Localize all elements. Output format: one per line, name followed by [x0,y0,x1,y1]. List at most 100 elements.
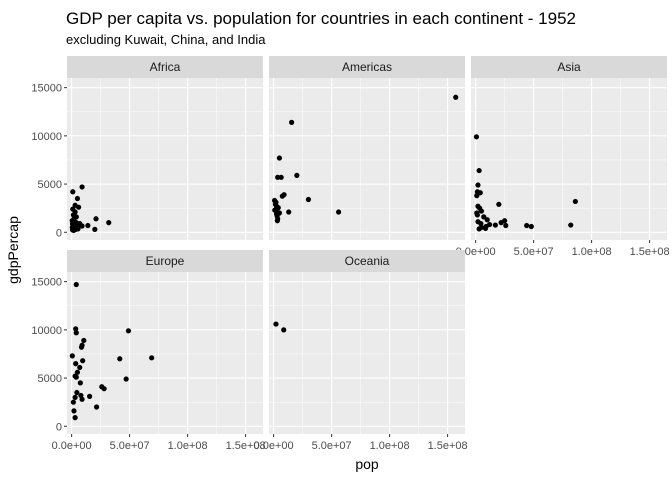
facet-strip-label: Americas [342,60,392,74]
data-point [74,195,81,202]
data-point [73,326,79,332]
chart-subtitle: excluding Kuwait, China, and India [66,32,266,47]
data-point [72,415,78,421]
data-point [73,330,79,336]
panel-background [67,78,263,240]
data-point [101,386,107,392]
data-point [484,217,490,223]
facet-americas: Americas [269,56,465,240]
data-point [78,344,85,350]
facet-asia: Asia 0.0e+00 5.0e+07 1.0e+08 1.5e+08 [456,56,670,258]
data-point [492,222,498,228]
data-point [75,204,82,210]
data-point [453,94,459,100]
x-tick-label: 5.0e+07 [110,440,150,452]
x-tick-label: 1.5e+08 [630,246,670,258]
facet-strip-label: Asia [557,60,581,74]
data-point [106,220,112,226]
data-point [305,196,312,203]
facet-africa: Africa 0 5000 10000 15000 [31,56,263,240]
data-point [93,216,99,222]
data-point [92,226,98,232]
facet-strip-label: Europe [146,254,185,268]
data-point [70,399,76,405]
x-tick-label: 0.0e+00 [52,440,92,452]
y-tick-label: 15000 [31,83,62,95]
x-tick-label: 1.0e+08 [370,440,410,452]
y-tick-label: 0 [56,421,62,433]
data-point [80,358,86,364]
data-point [281,327,287,333]
data-point [476,167,482,174]
data-point [568,222,574,228]
x-tick-label: 1.0e+08 [168,440,208,452]
facet-strip [471,56,667,78]
data-point [273,321,279,327]
facet-strip [269,56,465,78]
data-point [87,393,93,399]
data-point [117,356,123,362]
data-point [478,208,485,214]
x-axis-label: pop [355,456,379,472]
data-point [69,353,75,359]
y-tick-label: 15000 [31,277,62,289]
x-tick-label: 5.0e+07 [514,246,554,258]
data-point [85,222,91,229]
data-point [93,404,100,410]
data-point [496,201,502,207]
chart-title: GDP per capita vs. population for countr… [66,9,576,28]
panel-background [67,272,263,434]
facet-europe: Europe 0 5000 10000 15000 0.0e+00 5.0e+07 1.0e+… [31,250,266,452]
x-tick-label: 1.5e+08 [428,440,468,452]
facet-strip [269,250,465,272]
data-point [481,214,487,220]
data-point [482,225,489,232]
data-point [271,197,278,204]
data-point [125,328,132,334]
facet-oceania: Oceania 0.0e+00 5.0e+07 1.0e+08 1.5e+08 [254,250,468,452]
facet-strip-label: Africa [150,60,181,74]
data-point [79,396,85,402]
data-point [79,184,85,190]
data-point [74,369,81,375]
data-point [477,190,483,196]
data-point [72,394,78,400]
x-tick-label: 1.0e+08 [572,246,612,258]
data-point [476,226,482,232]
panel-background [269,272,465,434]
data-point [478,221,484,227]
x-tick-label: 1.5e+08 [226,440,266,452]
data-point [289,119,295,125]
panel-background [471,78,667,240]
data-point [502,218,508,224]
data-point [286,209,292,215]
data-point [73,224,80,230]
data-point [149,355,155,361]
facet-strip [67,56,263,78]
data-point [473,134,480,140]
data-point [572,198,578,205]
panel-background [269,78,465,240]
data-point [503,222,509,229]
data-point [73,361,79,367]
y-tick-label: 10000 [31,325,62,337]
facet-strip-label: Oceania [345,254,390,268]
data-point [474,193,480,199]
data-point [528,223,534,230]
facet-strip [67,250,263,272]
data-point [276,155,283,161]
y-tick-label: 5000 [38,373,62,385]
data-point [474,212,480,218]
data-point [524,222,530,229]
data-point [77,364,83,371]
data-point [123,376,129,382]
data-point [294,172,300,178]
data-point [335,209,342,215]
data-point [77,380,83,386]
y-axis-label: gdpPercap [5,216,21,284]
data-point [278,174,284,180]
data-point [274,218,280,224]
x-tick-label: 0.0e+00 [456,246,496,258]
facet-grid: Africa 0 5000 10000 15000 Americas Asia 0.0e+00… [31,56,670,452]
